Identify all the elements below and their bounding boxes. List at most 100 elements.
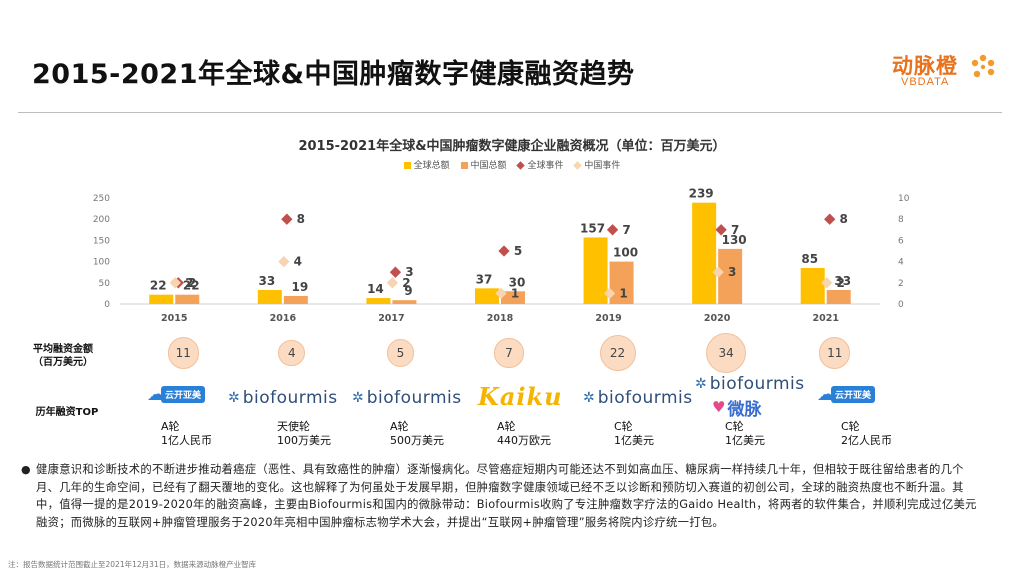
x-tick-label: 2017 (378, 313, 404, 324)
marker-global-events (281, 213, 293, 225)
deal-round: A轮 (497, 420, 516, 433)
biofourmis-mark-icon: ✲ (695, 376, 707, 392)
weimai-logo-2020: ♥ 微脉 (712, 394, 761, 420)
deal-round: A轮 (161, 420, 180, 433)
marker-global-label: 3 (405, 265, 413, 279)
deal-round: A轮 (390, 420, 409, 433)
bullet-icon: ● (21, 463, 31, 476)
yunkai-logo-text: 云开亚美 (831, 385, 876, 403)
marker-global-events (498, 245, 510, 257)
legend-label: 中国事件 (584, 161, 621, 171)
page-title: 2015-2021年全球&中国肿瘤数字健康融资趋势 (32, 59, 635, 90)
bar-global-label: 157 (580, 221, 605, 235)
marker-china-events (278, 255, 290, 268)
deal-amount: 100万美元 (277, 434, 331, 447)
y-right-tick-label: 4 (898, 258, 904, 268)
chart-title: 2015-2021年全球&中国肿瘤数字健康企业融资概况（单位：百万美元） (298, 139, 726, 154)
bar-global-amount (692, 202, 717, 304)
marker-china-events (821, 277, 833, 289)
deal-amount: 1亿美元 (725, 434, 765, 447)
bar-china-amount (826, 290, 851, 304)
marker-china-label: 4 (294, 255, 302, 269)
deal-2017: A轮 500万美元 (390, 420, 444, 448)
bar-china-amount (283, 295, 308, 304)
marker-global-label: 7 (731, 223, 739, 237)
marker-global-label: 2 (188, 276, 196, 290)
bar-china-amount (718, 248, 743, 304)
legend-swatch (403, 162, 411, 169)
avg-funding-bubble: 7 (494, 338, 524, 368)
biofourmis-mark-icon: ✲ (352, 390, 364, 406)
legend-label: 全球事件 (527, 161, 564, 171)
bar-global-label: 14 (367, 282, 384, 296)
y-left-tick-label: 100 (93, 258, 110, 268)
bar-china-label: 19 (292, 280, 309, 294)
deal-2016: 天使轮 100万美元 (277, 420, 331, 448)
bar-global-amount (475, 288, 499, 304)
bar-global-amount (583, 237, 608, 304)
bar-global-amount (366, 298, 391, 304)
logo-cn-text: 动脉橙 (892, 54, 958, 78)
biofourmis-mark-icon: ✲ (583, 390, 595, 406)
deal-2019: C轮 1亿美元 (614, 420, 654, 448)
deal-amount: 2亿人民币 (841, 434, 892, 447)
summary-paragraph: ● 健康意识和诊断技术的不断进步推动着癌症（恶性、具有致癌性的肿瘤）逐渐慢病化。… (21, 461, 986, 531)
weimai-logo-text: 微脉 (727, 399, 762, 420)
avg-funding-bubble: 34 (706, 333, 747, 373)
marker-china-label: 2 (837, 276, 845, 290)
deal-2015: A轮 1亿人民币 (161, 420, 212, 448)
y-left-tick-label: 250 (93, 194, 110, 204)
avg-funding-bubble: 11 (819, 337, 851, 369)
marker-global-label: 8 (840, 212, 848, 226)
yunkai-logo-2021: ☁ 云开亚美 (817, 381, 876, 407)
yunkai-logo-text: 云开亚美 (161, 385, 206, 403)
marker-global-label: 7 (622, 223, 630, 237)
y-left-tick-label: 200 (93, 215, 110, 225)
biofourmis-logo-text: biofourmis (242, 388, 338, 408)
deal-round: C轮 (841, 420, 860, 433)
x-tick-label: 2018 (487, 313, 514, 324)
y-right-tick-label: 6 (898, 236, 904, 246)
biofourmis-logo-2017: ✲ biofourmis (352, 385, 462, 411)
bar-china-label: 22 (183, 279, 200, 293)
avg-funding-bubble: 4 (278, 339, 306, 367)
deal-amount: 1亿美元 (614, 434, 654, 447)
legend-swatch (573, 161, 583, 170)
kaiku-logo-2018: Kaiku (478, 381, 563, 411)
bar-china-label: 100 (613, 246, 638, 260)
marker-china-label: 3 (728, 265, 736, 279)
logo-en-text: VBDATA (901, 76, 950, 88)
bar-china-amount (609, 261, 634, 304)
deal-round: 天使轮 (277, 420, 310, 433)
bar-global-label: 37 (476, 272, 493, 286)
legend-item: 中国事件 (573, 158, 621, 171)
marker-global-events (606, 224, 619, 236)
x-tick-label: 2020 (704, 313, 731, 324)
legend-item: 全球总额 (403, 158, 450, 171)
avg-funding-bubble: 11 (167, 337, 199, 369)
kaiku-logo-text: Kaiku (478, 381, 563, 411)
biofourmis-logo-2016: ✲ biofourmis (228, 385, 338, 411)
summary-text: 健康意识和诊断技术的不断进步推动着癌症（恶性、具有致癌性的肿瘤）逐渐慢病化。尽管… (36, 463, 977, 529)
legend-label: 中国总额 (470, 161, 507, 171)
bar-global-amount (800, 267, 825, 304)
marker-global-label: 5 (514, 244, 522, 258)
bar-global-label: 22 (150, 279, 167, 293)
bar-china-amount (501, 291, 525, 304)
cloud-icon: ☁ (817, 383, 835, 405)
marker-china-label: 1 (619, 286, 627, 300)
bar-global-label: 239 (689, 187, 714, 201)
deal-round: C轮 (725, 420, 744, 433)
deal-amount: 440万欧元 (497, 434, 551, 447)
y-right-tick-label: 2 (898, 279, 904, 289)
marker-china-events (169, 277, 181, 289)
bar-global-label: 85 (801, 252, 818, 266)
x-tick-label: 2019 (595, 313, 621, 324)
top-row-label: 历年融资TOP (35, 407, 99, 418)
marker-china-events (712, 266, 724, 278)
yunkai-logo-2015: ☁ 云开亚美 (147, 381, 206, 407)
deal-2018: A轮 440万欧元 (497, 420, 551, 448)
logo-dots-icon (971, 54, 995, 78)
legend-swatch (460, 162, 468, 169)
bar-global-label: 33 (259, 274, 276, 288)
